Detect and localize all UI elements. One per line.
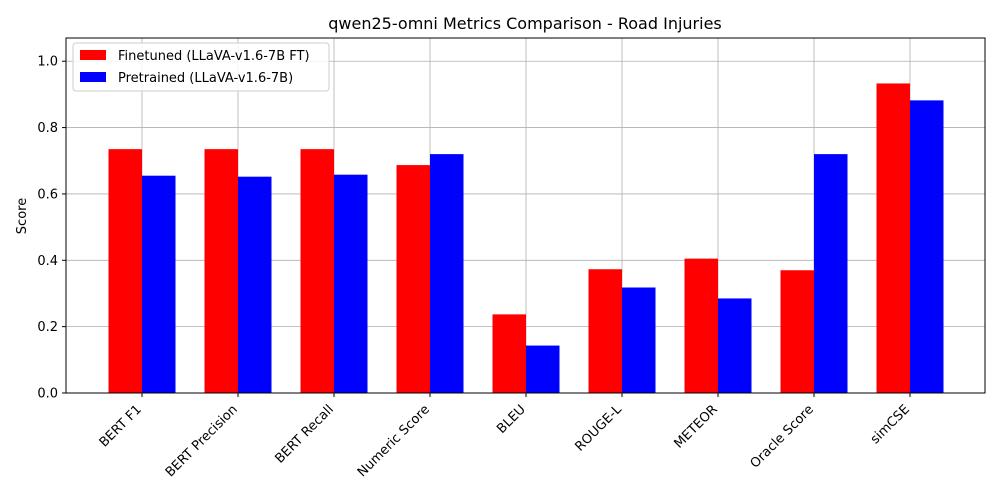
bar-finetuned-bert-recall — [300, 149, 334, 393]
x-tick-label: BERT Recall — [272, 402, 336, 466]
bar-finetuned-bert-f1 — [108, 149, 142, 393]
bar-finetuned-numeric-score — [396, 165, 430, 393]
x-tick-label: ROUGE-L — [572, 402, 625, 455]
legend-swatch-finetuned — [80, 50, 106, 60]
x-tick-label: METEOR — [671, 402, 720, 451]
x-tick-label: BERT Precision — [163, 402, 241, 480]
x-tick-label: Numeric Score — [355, 402, 433, 480]
bar-pretrained-rouge-l — [622, 287, 656, 393]
bar-finetuned-rouge-l — [588, 269, 622, 393]
x-tick-label: BERT F1 — [97, 402, 145, 450]
legend-swatch-pretrained — [80, 72, 106, 82]
y-axis-label: Score — [15, 198, 30, 234]
bar-pretrained-oracle-score — [814, 154, 848, 393]
bar-pretrained-simcse — [910, 100, 944, 393]
bar-finetuned-bert-precision — [204, 149, 238, 393]
y-tick-label: 0.6 — [37, 187, 58, 202]
bar-finetuned-bleu — [492, 314, 526, 393]
x-tick-label: simCSE — [868, 402, 913, 447]
x-tick-label: Oracle Score — [748, 402, 817, 471]
x-axis-ticks: BERT F1 BERT Precision BERT Recall Numeric … — [97, 393, 913, 480]
legend-label-pretrained: Pretrained (LLaVA-v1.6-7B) — [118, 71, 293, 86]
y-tick-label: 0.2 — [37, 320, 58, 335]
bar-finetuned-meteor — [684, 258, 718, 393]
bar-pretrained-bleu — [526, 345, 560, 393]
legend-box — [72, 42, 330, 92]
bar-pretrained-meteor — [718, 298, 752, 393]
bar-finetuned-simcse — [876, 83, 910, 393]
chart-title: qwen25-omni Metrics Comparison - Road In… — [328, 14, 722, 33]
y-tick-label: 0.4 — [37, 254, 58, 269]
legend-label-finetuned: Finetuned (LLaVA-v1.6-7B FT) — [118, 49, 310, 64]
bar-pretrained-bert-recall — [334, 174, 368, 393]
bar-pretrained-bert-f1 — [142, 175, 176, 393]
y-tick-label: 1.0 — [37, 55, 58, 70]
y-tick-label: 0.8 — [37, 121, 58, 136]
bar-pretrained-bert-precision — [238, 176, 272, 393]
bars-group — [108, 83, 944, 393]
y-axis-ticks: 0.0 0.2 0.4 0.6 0.8 1.0 — [37, 55, 66, 402]
legend: Finetuned (LLaVA-v1.6-7B FT) Pretrained … — [72, 42, 330, 92]
x-tick-label: BLEU — [494, 402, 529, 437]
bar-pretrained-numeric-score — [430, 154, 464, 393]
bar-finetuned-oracle-score — [780, 270, 814, 393]
y-tick-label: 0.0 — [37, 387, 58, 402]
